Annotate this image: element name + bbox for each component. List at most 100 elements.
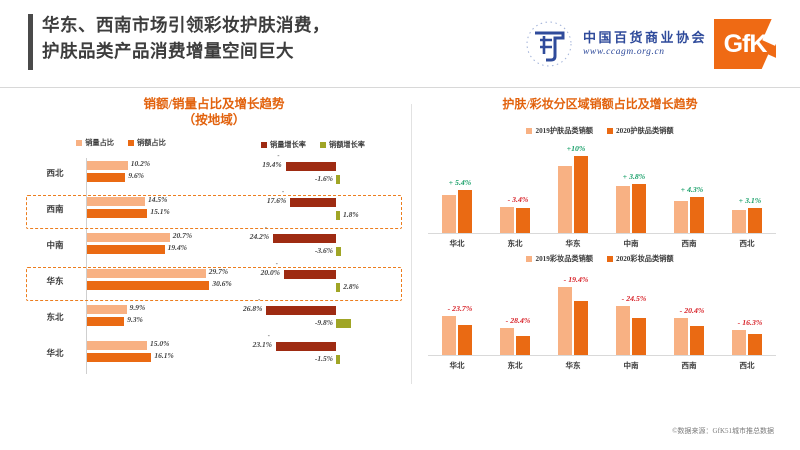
x-axis-label: 中南 [623,361,639,370]
legend-label-cosmetics-2020: 2020彩妆品类销额 [616,255,674,263]
left-chart-legends: 销量占比 销额占比 销量增长率 [18,138,410,152]
legend-growth: 销量增长率 销额增长率 [218,140,408,150]
region-row: 东北 9.9% 9.3% 26.8% - -9.8% [18,297,410,338]
growth-value-label: + 3.1% [738,196,762,206]
share-growth-chart: 销量占比 销额占比 销量增长率 [18,138,410,378]
share-growth-rows: 西北 10.2% 9.6% 19.4% - -1.6% 西南 14.5% 15.1% 17.6% -… [18,153,410,376]
bar-2019 [500,207,514,233]
growth-value-label: + 4.3% [680,184,704,194]
growth-value-label: + 5.4% [448,178,472,188]
x-axis-label: 华北 [449,239,465,248]
bar-fill [87,233,170,242]
bar-volume-share: 20.7% [87,231,192,242]
bar-fill [87,161,128,170]
bar-2020 [748,333,762,355]
bar-value-share: 16.1% [87,351,174,362]
bar-fill [87,317,125,326]
ccagm-logo-icon [522,18,576,70]
skincare-baseline [428,233,776,234]
skincare-plot: + 5.4% - 3.4% +10% + 3.8% + 4.3% + 3.1% [428,142,776,234]
legend-item-skincare-2020: 2020护肤品类销额 [607,126,674,136]
bar-volume-share: 29.7% [87,267,228,278]
share-bars: 9.9% 9.3% [87,303,145,335]
region-row: 西南 14.5% 15.1% 17.6% -1.8% [18,189,410,230]
bar-value-label: 23.1% [252,340,272,349]
bar-value-label: 17.6% [266,196,287,205]
region-label: 西北 [46,168,64,178]
share-bars: 14.5% 15.1% [87,195,170,227]
bar-2019 [732,209,746,233]
growth-bars: 26.8% - -9.8% [243,297,402,336]
gfk-wordmark: GfK [723,29,768,58]
bar-value-label: -3.6% [314,246,333,255]
bar-fill [87,305,127,314]
bar-value-growth: 2.8% [336,282,359,292]
bar-value-growth: -1.6% [315,174,340,184]
bar-fill [87,197,145,206]
bar-group: - 20.4% [674,306,704,355]
negative-sign: - [275,261,278,268]
bar-value-label: 15.0% [150,339,170,348]
bar-value-label: 2.8% [343,282,359,291]
x-axis-label: 西南 [681,239,697,248]
bar-value-label: 9.3% [127,315,143,324]
bar-value-label: 29.7% [208,267,229,276]
bar-volume-share: 15.0% [87,339,169,350]
source-note: ©数据来源：GfK51城市推总数据 [672,427,774,435]
bar-volume-share: 14.5% [87,195,167,206]
bar-2019 [558,165,572,233]
bar-value-label: -1.6% [314,174,333,183]
legend-swatch-skincare-2019-icon [526,128,533,134]
bar-2019 [674,201,688,233]
bar-2020 [516,335,530,355]
page-title-line2: 护肤品类产品消费增量空间巨大 [42,41,294,61]
logo-group: 中国百货商业协会 www.ccagm.org.cn GfK [522,16,776,72]
bar-2019 [616,306,630,355]
bar-value-growth: 1.8% [336,210,359,220]
slide-header: 华东、西南市场引领彩妆护肤消费， 护肤品类产品消费增量空间巨大 中国百货商业协会… [0,0,800,88]
bar-2019 [500,327,514,355]
region-row: 西北 10.2% 9.6% 19.4% - -1.6% [18,153,410,194]
bar-value-growth: -9.8% [315,318,351,328]
growth-value-label: - 23.7% [447,304,473,314]
skincare-legend: 2019护肤品类销额 2020护肤品类销额 [414,126,786,138]
ccagm-logo-text: 中国百货商业协会 www.ccagm.org.cn [583,21,707,67]
bar-volume-growth: 23.1% - [253,333,336,351]
bar-2020 [516,208,530,233]
bar-value-label: 14.5% [148,195,168,204]
bar-value-growth: -3.6% [315,246,342,256]
bar-value-label: 20.0% [260,268,280,277]
bar-group: + 5.4% [441,178,472,233]
bar-group: + 4.3% [674,185,704,233]
bar-volume-growth: 19.4% - [262,153,336,171]
legend-label-value-growth: 销额增长率 [329,141,365,149]
left-chart-title-line1: 销额/销量占比及增长趋势 [143,97,285,111]
x-axis-label: 华东 [565,361,581,370]
bar-2020 [574,156,588,233]
bar-2019 [558,286,572,355]
bar-value-share: 30.6% [87,279,232,290]
bar-value-share: 19.4% [87,243,187,254]
legend-label-value-share: 销额占比 [137,139,166,147]
legend-swatch-cosmetics-2020-icon [607,256,613,262]
region-label: 东北 [46,312,64,322]
bar-value-label: 19.4% [262,160,282,169]
bar-2020 [748,208,762,233]
bar-group: - 3.4% [500,195,530,233]
bar-fill [87,245,165,254]
bar-value-share: 9.6% [87,171,144,182]
bar-2020 [690,196,704,233]
bar-group: - 28.4% [500,316,530,355]
bar-value-label: 1.8% [343,210,359,219]
header-divider [0,87,800,88]
bar-2019 [674,318,688,355]
legend-item-volume-share: 销量占比 [76,138,114,148]
x-axis-label: 西南 [681,361,697,370]
x-axis-label: 西北 [739,239,755,248]
bar-group: - 23.7% [441,304,472,355]
x-axis-label: 西北 [739,361,755,370]
left-chart-title-line2: （按地域） [182,113,246,127]
highlight-box [26,267,402,301]
bar-value-label: -9.8% [314,318,333,327]
